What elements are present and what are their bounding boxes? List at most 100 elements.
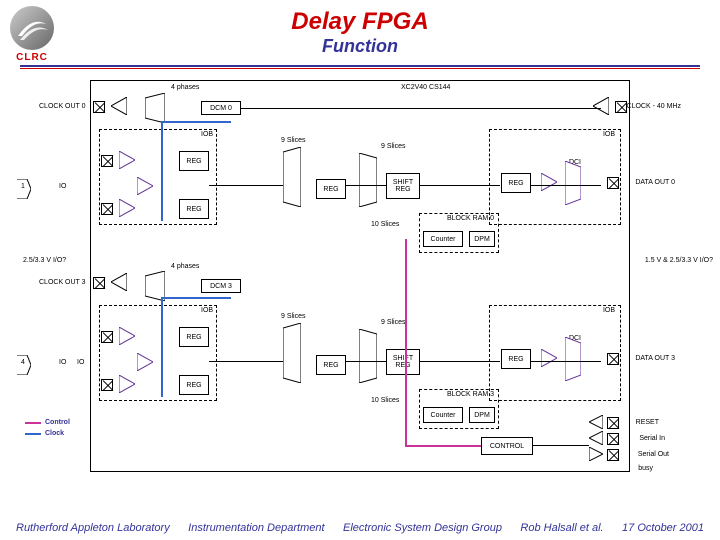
wire — [161, 297, 163, 397]
legend-line-icon — [25, 422, 41, 424]
mux-icon — [359, 329, 377, 388]
phases-label: 4 phases — [171, 263, 199, 270]
divider — [20, 68, 700, 69]
wire — [209, 361, 283, 362]
pad-icon — [101, 379, 113, 391]
logo-swirl-icon — [10, 6, 54, 50]
voltage-label: 1.5 V & 2.5/3.3 V I/O? — [645, 257, 713, 264]
reg-block: REG — [501, 349, 531, 369]
wire — [241, 108, 601, 109]
pad-icon — [607, 177, 619, 189]
dpm-block: DPM — [469, 407, 495, 423]
buffer-icon — [119, 151, 135, 174]
logo: CLRC — [10, 6, 54, 63]
pad-icon — [607, 417, 619, 429]
counter-block: Counter — [423, 407, 463, 423]
wire — [161, 121, 163, 221]
mux-icon — [283, 323, 301, 388]
busy-label: busy — [638, 465, 653, 472]
block-diagram: XC2V40 CS144 CLOCK OUT 0 CLOCK - 40 MHz … — [90, 80, 630, 472]
wire — [346, 361, 386, 362]
pad-icon — [607, 433, 619, 445]
legend-control-label: Control — [45, 419, 70, 426]
legend-line-icon — [25, 433, 41, 435]
wire — [161, 121, 231, 123]
shift-reg-block: SHIFT REG — [386, 349, 420, 375]
data-out-3-label: DATA OUT 3 — [635, 355, 675, 362]
mux-icon — [359, 153, 377, 212]
reg-block: REG — [179, 151, 209, 171]
pad-icon — [93, 277, 105, 289]
slices-label: 9 Slices — [381, 143, 406, 150]
wire — [531, 361, 601, 362]
dcm0-block: DCM 0 — [201, 101, 241, 115]
footer-group: Electronic System Design Group — [343, 522, 502, 534]
buffer-icon — [137, 177, 153, 200]
serial-in-label: Serial In — [639, 435, 665, 442]
wire — [405, 445, 481, 447]
block-ram-label: BLOCK RAM 3 — [447, 391, 494, 398]
chip-label: XC2V40 CS144 — [401, 84, 450, 91]
reg-block: REG — [179, 327, 209, 347]
io-label: IO — [59, 183, 66, 190]
iob-label: IOB — [201, 307, 213, 314]
slices-label: 9 Slices — [281, 137, 306, 144]
wire — [531, 185, 601, 186]
dpm-block: DPM — [469, 231, 495, 247]
divider — [20, 65, 700, 67]
buffer-icon — [119, 327, 135, 350]
slices-label: 9 Slices — [281, 313, 306, 320]
pad-icon — [101, 331, 113, 343]
source-4-label: 4 — [21, 359, 25, 366]
io-label: IO — [77, 359, 84, 366]
pad-icon — [607, 353, 619, 365]
slices-label: 10 Slices — [371, 221, 399, 228]
footer-dept: Instrumentation Department — [188, 522, 324, 534]
reset-label: RESET — [636, 419, 659, 426]
slices-label: 10 Slices — [371, 397, 399, 404]
header: Delay FPGA Function — [0, 0, 720, 61]
buffer-icon — [111, 273, 127, 296]
data-out-0-label: DATA OUT 0 — [635, 179, 675, 186]
reg-block: REG — [316, 179, 346, 199]
control-block: CONTROL — [481, 437, 533, 455]
clk-out-0-label: CLOCK OUT 0 — [39, 103, 86, 110]
iob-label: IOB — [603, 307, 615, 314]
wire — [346, 185, 386, 186]
pad-icon — [101, 203, 113, 215]
serial-out-label: Serial Out — [638, 451, 669, 458]
footer-lab: Rutherford Appleton Laboratory — [16, 522, 170, 534]
reg-block: REG — [179, 375, 209, 395]
footer-author: Rob Halsall et al. — [520, 522, 603, 534]
wire — [161, 297, 231, 299]
io-label: IO — [59, 359, 66, 366]
pad-icon — [101, 155, 113, 167]
footer-date: 17 October 2001 — [622, 522, 704, 534]
block-ram-label: BLOCK RAM 0 — [447, 215, 494, 222]
pad-icon — [615, 101, 627, 113]
buffer-icon — [111, 97, 127, 120]
buffer-icon — [137, 353, 153, 376]
wire — [420, 185, 500, 186]
wire — [405, 239, 407, 447]
buffer-icon — [119, 375, 135, 398]
source-1-label: 1 — [21, 183, 25, 190]
voltage-label: 2.5/3.3 V I/O? — [23, 257, 66, 264]
phases-label: 4 phases — [171, 84, 199, 91]
counter-block: Counter — [423, 231, 463, 247]
page-subtitle: Function — [0, 36, 720, 57]
reg-block: REG — [501, 173, 531, 193]
legend: Control Clock — [25, 419, 70, 437]
iob-label: IOB — [603, 131, 615, 138]
shift-reg-block: SHIFT REG — [386, 173, 420, 199]
wire — [209, 185, 283, 186]
reg-block: REG — [316, 355, 346, 375]
wire — [533, 445, 589, 446]
clk-out-3-label: CLOCK OUT 3 — [39, 279, 86, 286]
reg-block: REG — [179, 199, 209, 219]
pad-icon — [93, 101, 105, 113]
clk-40-label: CLOCK - 40 MHz — [627, 103, 681, 110]
mux-icon — [283, 147, 301, 212]
dcm3-block: DCM 3 — [201, 279, 241, 293]
pad-icon — [607, 449, 619, 461]
